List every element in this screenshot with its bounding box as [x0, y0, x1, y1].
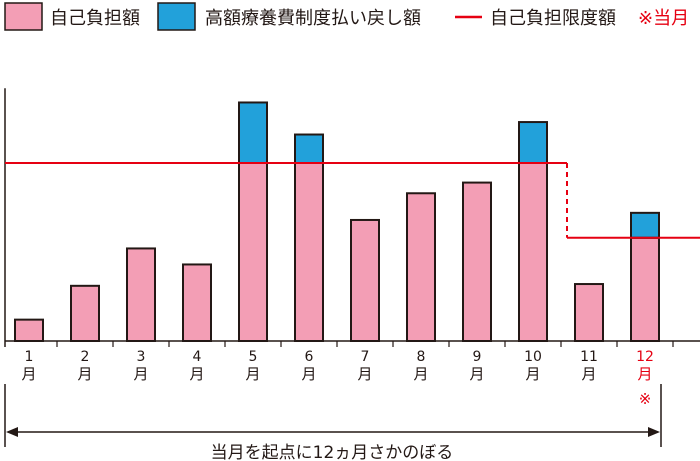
month-unit-label-11: 月 [581, 365, 596, 383]
bar-refund-month-6 [294, 133, 324, 165]
month-label-7: 7 [361, 349, 370, 365]
legend-label-self-pay: 自己負担額 [50, 8, 140, 29]
legend: 自己負担額 高額療養費制度払い戻し額 自己負担限度額 ※当月 [4, 2, 689, 31]
bar-self-pay-month-3 [126, 247, 156, 342]
month-label-4: 4 [193, 349, 202, 365]
month-label-3: 3 [137, 349, 146, 365]
month-label-5: 5 [249, 349, 258, 365]
bar-self-pay-month-11 [574, 283, 604, 343]
bar-self-pay-month-10 [518, 162, 548, 342]
bars [14, 101, 660, 343]
month-unit-label-5: 月 [245, 365, 260, 383]
month-unit-label-2: 月 [77, 365, 92, 383]
bar-self-pay-month-7 [350, 218, 380, 343]
bar-self-pay-month-8 [406, 192, 436, 342]
month-label-6: 6 [305, 349, 314, 365]
bar-self-pay-month-9 [462, 181, 492, 342]
legend-label-refund: 高額療養費制度払い戻し額 [205, 8, 421, 29]
legend-label-limit: 自己負担限度額 [490, 8, 616, 29]
month-unit-label-3: 月 [133, 365, 148, 383]
month-unit-label-9: 月 [469, 365, 484, 383]
month-label-12: 12 [636, 349, 654, 365]
bar-refund-month-10 [518, 121, 548, 164]
bar-self-pay-month-5 [238, 162, 268, 342]
bar-self-pay-month-1 [14, 318, 44, 343]
span-annotation-text: 当月を起点に12ヵ月さかのぼる [211, 443, 454, 461]
month-unit-label-8: 月 [413, 365, 428, 383]
bar-self-pay-month-2 [70, 284, 100, 343]
month-label-1: 1 [25, 349, 34, 365]
month-unit-label-6: 月 [301, 365, 316, 383]
legend-current-month-note: ※当月 [638, 8, 689, 29]
bar-refund-month-5 [238, 101, 268, 165]
month-unit-label-10: 月 [525, 365, 540, 383]
span-annotation: 当月を起点に12ヵ月さかのぼる [4, 384, 662, 461]
bar-self-pay-month-12 [630, 236, 660, 342]
bar-refund-month-12 [630, 211, 660, 239]
month-unit-label-4: 月 [189, 365, 204, 383]
month-label-11: 11 [580, 349, 598, 365]
bar-self-pay-month-6 [294, 162, 324, 342]
span-arrowhead-left [6, 427, 18, 437]
month-label-2: 2 [81, 349, 90, 365]
month-label-8: 8 [417, 349, 426, 365]
month-unit-label-12: 月 [637, 365, 652, 383]
legend-swatch-refund [157, 2, 196, 31]
limit-line [5, 162, 700, 239]
span-arrowhead-right [648, 427, 660, 437]
legend-swatch-self-pay [4, 2, 43, 31]
month-label-9: 9 [473, 349, 482, 365]
month-unit-label-1: 月 [21, 365, 36, 383]
bar-self-pay-month-4 [182, 263, 212, 342]
month-unit-label-7: 月 [357, 365, 372, 383]
current-month-mark: ※ [639, 390, 652, 408]
month-label-10: 10 [524, 349, 542, 365]
